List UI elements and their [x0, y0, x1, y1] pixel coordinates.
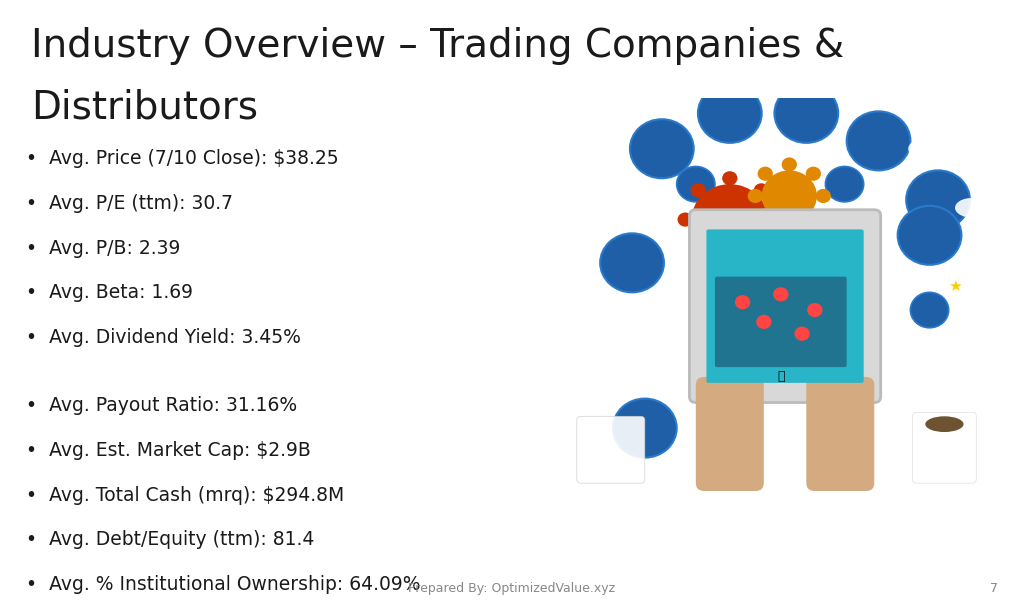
FancyBboxPatch shape [577, 416, 645, 483]
Circle shape [816, 189, 830, 203]
Circle shape [781, 220, 797, 234]
Circle shape [756, 264, 771, 278]
Circle shape [735, 295, 751, 309]
Text: •  Avg. Price (7/10 Close): $38.25: • Avg. Price (7/10 Close): $38.25 [26, 149, 338, 168]
Circle shape [756, 315, 771, 329]
FancyBboxPatch shape [715, 276, 847, 367]
FancyBboxPatch shape [806, 377, 874, 491]
Circle shape [722, 254, 737, 268]
Circle shape [825, 167, 863, 202]
Text: •  Avg. % Institutional Ownership: 64.09%: • Avg. % Institutional Ownership: 64.09% [26, 575, 420, 594]
Ellipse shape [577, 125, 620, 149]
Circle shape [777, 256, 793, 270]
Circle shape [756, 209, 771, 223]
Circle shape [806, 211, 821, 225]
Text: •  Avg. Beta: 1.69: • Avg. Beta: 1.69 [26, 283, 193, 302]
Circle shape [691, 184, 768, 255]
Ellipse shape [955, 198, 989, 218]
Circle shape [847, 112, 910, 170]
Text: •  Avg. P/B: 2.39: • Avg. P/B: 2.39 [26, 239, 180, 257]
Circle shape [677, 167, 715, 202]
Text: •  Avg. Payout Ratio: 31.16%: • Avg. Payout Ratio: 31.16% [26, 396, 297, 415]
Circle shape [600, 234, 664, 292]
Text: •  Avg. Total Cash (mrq): $294.8M: • Avg. Total Cash (mrq): $294.8M [26, 486, 344, 504]
Circle shape [898, 206, 962, 265]
Ellipse shape [908, 137, 951, 160]
Circle shape [806, 167, 821, 181]
Circle shape [735, 217, 751, 231]
FancyBboxPatch shape [696, 377, 764, 491]
Circle shape [758, 211, 773, 225]
Circle shape [795, 326, 810, 341]
Circle shape [754, 242, 769, 256]
Circle shape [773, 287, 788, 301]
Circle shape [722, 171, 737, 185]
Circle shape [726, 236, 741, 250]
Circle shape [785, 236, 801, 250]
FancyBboxPatch shape [689, 210, 881, 403]
Circle shape [678, 212, 693, 227]
Circle shape [777, 217, 793, 231]
Text: 🧺: 🧺 [777, 370, 784, 384]
Circle shape [754, 183, 769, 198]
Circle shape [767, 212, 782, 227]
Text: •  Avg. Debt/Equity (ttm): 81.4: • Avg. Debt/Equity (ttm): 81.4 [26, 530, 314, 549]
Text: •  Avg. P/E (ttm): 30.7: • Avg. P/E (ttm): 30.7 [26, 194, 232, 213]
Text: •  Avg. Dividend Yield: 3.45%: • Avg. Dividend Yield: 3.45% [26, 328, 300, 346]
Circle shape [910, 292, 948, 328]
Circle shape [774, 84, 839, 143]
Circle shape [630, 119, 693, 178]
Text: ★: ★ [948, 279, 962, 294]
FancyBboxPatch shape [912, 412, 976, 483]
Circle shape [613, 398, 677, 458]
Circle shape [690, 242, 706, 256]
Circle shape [735, 256, 751, 270]
Circle shape [740, 221, 787, 265]
Ellipse shape [926, 416, 964, 432]
Text: Prepared By: OptimizedValue.xyz: Prepared By: OptimizedValue.xyz [409, 582, 615, 595]
Circle shape [906, 170, 970, 229]
Text: 7: 7 [990, 582, 998, 595]
Text: Distributors: Distributors [31, 88, 258, 126]
Circle shape [758, 167, 773, 181]
Circle shape [807, 303, 822, 317]
FancyBboxPatch shape [707, 229, 863, 383]
Circle shape [698, 84, 762, 143]
Circle shape [748, 189, 763, 203]
Circle shape [690, 183, 706, 198]
Text: Industry Overview – Trading Companies &: Industry Overview – Trading Companies & [31, 27, 844, 65]
Circle shape [781, 157, 797, 171]
Text: •  Avg. Est. Market Cap: $2.9B: • Avg. Est. Market Cap: $2.9B [26, 441, 310, 460]
Circle shape [762, 170, 817, 221]
